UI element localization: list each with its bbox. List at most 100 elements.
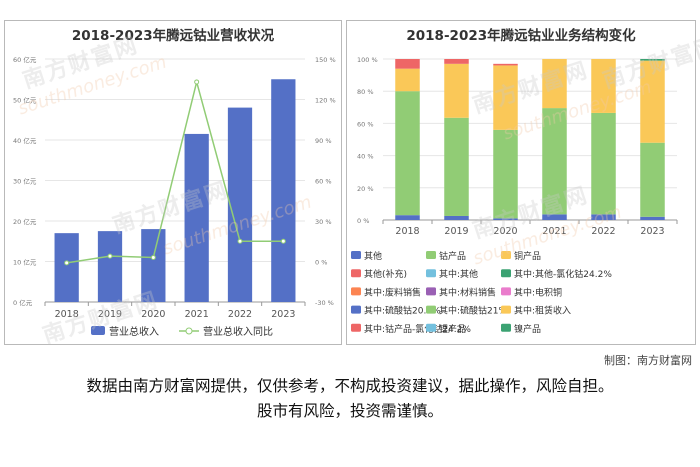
- stacked-segment: [591, 59, 616, 113]
- revenue-chart-panel: 2018-2023年腾远钴业营收状况 0 亿元 -30 % 10 亿元 0 % 20 亿…: [4, 20, 342, 345]
- legend-label: 钴产品: [439, 250, 466, 262]
- stacked-segment: [395, 68, 420, 92]
- legend-swatch: [351, 323, 361, 332]
- y-left-tick-label: 20 亿元: [13, 217, 37, 226]
- legend-swatch: [426, 251, 436, 259]
- stacked-segment: [395, 59, 420, 69]
- stacked-segment: [542, 108, 567, 215]
- x-tick-label: 2018: [55, 309, 79, 320]
- legend-label: 其中:租赁收入: [514, 305, 571, 317]
- x-tick-label: 2019: [444, 226, 468, 237]
- stacked-segment: [493, 218, 518, 220]
- legend-label: 锂产品: [439, 323, 466, 335]
- legend-label-revenue: 营业总收入: [109, 325, 159, 338]
- y-right-tick-label: 60 %: [315, 178, 332, 186]
- legend-swatch: [351, 305, 361, 314]
- stacked-segment: [591, 214, 616, 220]
- y-left-tick-label: 50 亿元: [13, 96, 37, 105]
- x-tick-label: 2023: [271, 309, 295, 320]
- legend-swatch: [351, 287, 361, 296]
- disclaimer-line-1: 数据由南方财富网提供，仅供参考，不构成投资建议，据此操作，风险自担。: [86, 377, 614, 395]
- legend-label: 其中:硫酸钴20.5%: [364, 305, 441, 317]
- legend-swatch: [351, 251, 361, 259]
- legend-swatch: [501, 287, 511, 296]
- stacked-segment: [640, 216, 665, 220]
- revenue-bar: [184, 133, 209, 302]
- yoy-point: [194, 79, 200, 85]
- legend-swatch: [426, 305, 436, 314]
- yoy-line: [66, 78, 284, 264]
- y-right-tick-label: 120 %: [315, 97, 336, 105]
- legend-swatch-yoy-marker: [185, 327, 193, 335]
- revenue-bar: [227, 107, 253, 302]
- legend-label: 镍产品: [514, 323, 541, 335]
- y-right-tick-label: 150 %: [315, 56, 336, 64]
- revenue-chart: 0 亿元 -30 % 10 亿元 0 % 20 亿元 30 % 30 亿元 60 % 40 亿元…: [13, 55, 336, 338]
- structure-chart-panel: 2018-2023年腾远钴业业务结构变化 0 % 20 % 40 % 60 % 80 %…: [346, 20, 696, 345]
- stacked-segment: [395, 91, 420, 216]
- y-tick-label: 80 %: [357, 88, 374, 96]
- stacked-segment: [444, 215, 469, 220]
- stacked-segment: [444, 63, 469, 118]
- revenue-bar: [271, 79, 296, 302]
- y-left-tick-label: 40 亿元: [13, 136, 37, 145]
- disclaimer-line-2: 股市有风险，投资需谨慎。: [256, 402, 443, 420]
- legend-label: 其中:其他: [439, 268, 478, 280]
- stacked-segment: [640, 142, 665, 217]
- x-tick-label: 2018: [395, 226, 419, 237]
- legend-label: 其中:废料销售: [364, 286, 421, 298]
- legend-label: 其他: [364, 250, 382, 262]
- x-tick-label: 2023: [640, 226, 664, 237]
- revenue-bar: [97, 231, 123, 302]
- y-tick-label: 0 %: [357, 217, 369, 225]
- legend-swatch: [501, 269, 511, 278]
- yoy-point: [150, 254, 156, 260]
- legend-swatch: [426, 269, 436, 278]
- revenue-chart-title: 2018-2023年腾远钴业营收状况: [71, 28, 275, 44]
- y-right-tick-label: 30 %: [315, 218, 332, 226]
- legend-label: 其中:钴产品-氯化钴24.2%: [364, 323, 471, 335]
- yoy-point: [107, 253, 113, 259]
- legend-label: 其中:其他-氯化钴24.2%: [514, 268, 612, 280]
- structure-chart: 0 % 20 % 40 % 60 % 80 % 100 % 2018 2019 2020 2021…: [351, 56, 678, 335]
- legend-swatch: [501, 323, 511, 332]
- legend-label: 其他(补充): [364, 268, 407, 280]
- stacked-segment: [640, 59, 665, 61]
- y-left-tick-label: 30 亿元: [13, 177, 37, 186]
- legend-swatch: [351, 269, 361, 278]
- credit-text: 制图：南方财富网: [604, 354, 692, 367]
- legend-swatch: [426, 323, 436, 332]
- stacked-segment: [591, 112, 616, 215]
- x-tick-label: 2021: [185, 309, 209, 320]
- revenue-bar: [54, 233, 79, 302]
- legend-label: 其中:材料销售: [439, 286, 496, 298]
- stacked-segment: [493, 65, 518, 130]
- y-tick-label: 40 %: [357, 153, 374, 161]
- y-tick-label: 20 %: [357, 185, 374, 193]
- x-tick-label: 2022: [228, 309, 252, 320]
- y-left-tick-label: 60 亿元: [13, 55, 37, 64]
- revenue-bar: [141, 229, 166, 302]
- x-tick-label: 2022: [591, 226, 615, 237]
- legend-swatch: [501, 305, 511, 314]
- y-right-tick-label: 0 %: [315, 259, 327, 267]
- legend-label: 其中:电积铜: [514, 286, 562, 298]
- legend-swatch-revenue: [91, 326, 105, 335]
- stacked-segment: [395, 215, 420, 220]
- yoy-point: [280, 238, 286, 244]
- structure-chart-title: 2018-2023年腾远钴业业务结构变化: [406, 28, 636, 44]
- y-tick-label: 100 %: [357, 56, 378, 64]
- legend-swatch: [501, 251, 511, 259]
- yoy-point: [237, 238, 243, 244]
- legend-swatch: [426, 287, 436, 296]
- stacked-segment: [493, 63, 518, 66]
- stacked-segment: [444, 59, 469, 64]
- stacked-segment: [493, 129, 518, 219]
- stacked-segment: [542, 59, 567, 109]
- legend-label: 其中:硫酸钴21%: [439, 305, 507, 317]
- y-left-tick-label: 10 亿元: [13, 258, 37, 267]
- y-right-tick-label: -30 %: [315, 299, 334, 307]
- y-right-tick-label: 90 %: [315, 137, 332, 145]
- x-tick-label: 2020: [141, 309, 165, 320]
- legend-label: 铜产品: [514, 250, 541, 262]
